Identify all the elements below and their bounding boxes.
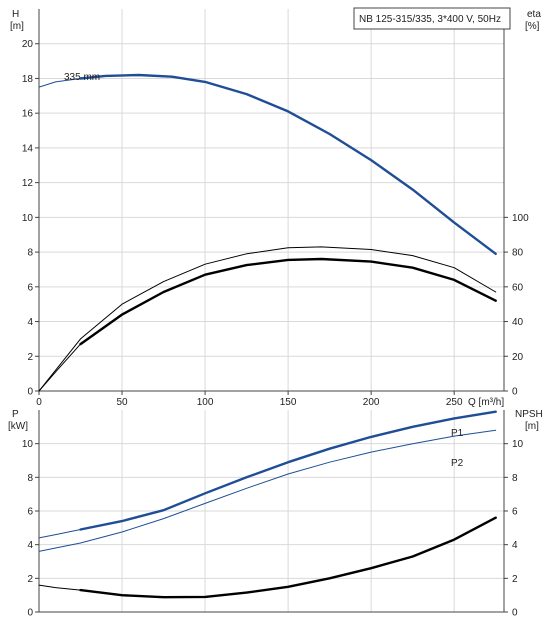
bottom-left-axis-unit: [kW] — [8, 421, 28, 432]
top-right-axis-unit: [%] — [525, 21, 540, 32]
x-tick-label: 200 — [363, 397, 380, 408]
top-right-axis-name: eta — [527, 9, 541, 20]
top-left-tick-label: 0 — [27, 387, 33, 398]
x-tick-label: 50 — [116, 397, 128, 408]
top-left-axis-unit: [m] — [10, 21, 24, 32]
bottom-series-line-1 — [79, 410, 497, 531]
series-label-p1: P1 — [451, 428, 464, 439]
bottom-right-tick-label: 4 — [512, 540, 518, 551]
bottom-series-line-4 — [79, 516, 497, 599]
bottom-left-tick-label: 6 — [27, 507, 33, 518]
bottom-ticks: 0 2 4 6 8 10 0 2 4 6 8 10 — [22, 439, 524, 618]
top-right-tick-label: 0 — [512, 387, 518, 398]
top-right-tick-label: 40 — [512, 317, 524, 328]
bottom-right-axis-name: NPSH — [515, 409, 543, 420]
bottom-series-line-3 — [38, 584, 81, 591]
impeller-annotation: 335 mm — [64, 72, 100, 83]
bottom-right-tick-label: 2 — [512, 574, 518, 585]
bottom-left-axis-name: P — [12, 409, 19, 420]
top-right-tick-label: 20 — [512, 352, 524, 363]
top-left-tick-label: 6 — [27, 282, 33, 293]
top-left-tick-label: 14 — [22, 143, 34, 154]
x-tick-label: 150 — [280, 397, 297, 408]
x-tick-label: 100 — [197, 397, 214, 408]
bottom-right-tick-label: 8 — [512, 473, 518, 484]
top-right-tick-label: 60 — [512, 282, 524, 293]
top-left-tick-label: 2 — [27, 352, 33, 363]
top-grid — [39, 9, 504, 391]
bottom-series-line-2 — [38, 429, 497, 552]
top-left-tick-label: 12 — [22, 178, 34, 189]
top-axes — [38, 9, 505, 392]
bottom-series-line-0 — [38, 529, 81, 539]
top-series-line-3 — [38, 343, 81, 392]
bottom-right-tick-label: 10 — [512, 439, 524, 450]
top-left-tick-label: 8 — [27, 248, 33, 259]
top-left-axis-name: H — [12, 9, 19, 20]
bottom-right-tick-label: 0 — [512, 608, 518, 619]
top-left-tick-label: 4 — [27, 317, 33, 328]
chart-title: NB 125-315/335, 3*400 V, 50Hz — [359, 14, 501, 25]
top-right-tick-label: 100 — [512, 213, 529, 224]
series-label-p2: P2 — [451, 458, 464, 469]
bottom-left-tick-label: 10 — [22, 439, 34, 450]
top-left-tick-label: 18 — [22, 74, 34, 85]
bottom-right-tick-label: 6 — [512, 507, 518, 518]
bottom-left-tick-label: 0 — [27, 608, 33, 619]
x-axis-label: Q [m³/h] — [468, 397, 504, 408]
bottom-right-axis-unit: [m] — [525, 421, 539, 432]
top-series — [38, 73, 497, 392]
top-left-tick-label: 16 — [22, 109, 34, 120]
x-tick-label: 0 — [36, 397, 42, 408]
bottom-left-tick-label: 2 — [27, 574, 33, 585]
top-left-tick-label: 10 — [22, 213, 34, 224]
bottom-grid — [39, 410, 504, 612]
top-left-tick-label: 20 — [22, 39, 34, 50]
top-right-tick-label: 80 — [512, 248, 524, 259]
bottom-left-tick-label: 4 — [27, 540, 33, 551]
top-series-line-1 — [79, 73, 497, 256]
x-tick-label: 250 — [446, 397, 463, 408]
top-series-line-4 — [79, 257, 497, 346]
bottom-series — [38, 410, 497, 599]
title-box — [353, 7, 511, 30]
bottom-left-tick-label: 8 — [27, 473, 33, 484]
top-series-line-2 — [38, 246, 497, 392]
top-series-line-0 — [38, 78, 81, 88]
